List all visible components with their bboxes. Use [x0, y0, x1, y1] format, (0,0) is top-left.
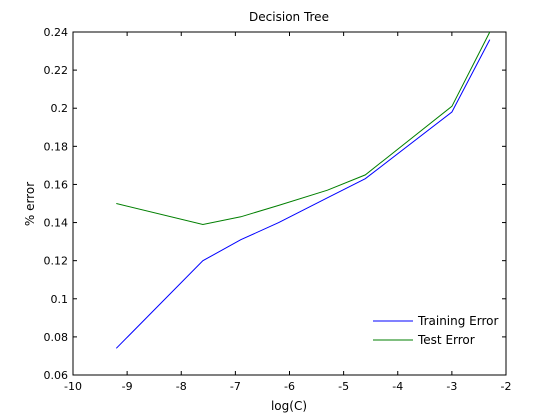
y-tick-label: 0.06 — [44, 369, 69, 382]
x-tick-label: -9 — [122, 380, 133, 393]
y-tick-label: 0.2 — [51, 102, 69, 115]
y-tick-label: 0.14 — [44, 217, 69, 230]
x-tick-label: -5 — [338, 380, 349, 393]
x-tick-label: -4 — [392, 380, 403, 393]
x-tick-label: -6 — [284, 380, 295, 393]
x-axis-label: log(C) — [271, 399, 307, 413]
plot-series — [115, 31, 491, 349]
chart-title: Decision Tree — [249, 10, 329, 24]
x-tick-label: -7 — [230, 380, 241, 393]
y-axis-label: % error — [23, 182, 37, 226]
y-tick-label: 0.08 — [44, 331, 69, 344]
y-tick-label: 0.24 — [44, 26, 69, 39]
legend-label: Training Error — [417, 314, 498, 328]
x-tick-label: -2 — [501, 380, 512, 393]
axes — [72, 31, 507, 376]
y-tick-label: 0.18 — [44, 140, 69, 153]
series-line-training-error — [115, 39, 491, 349]
series-line-test-error — [116, 31, 491, 226]
y-tick-label: 0.22 — [44, 64, 69, 77]
y-tick-label: 0.16 — [44, 178, 69, 191]
plot-frame — [72, 31, 507, 376]
legend-label: Test Error — [417, 333, 475, 347]
legend: Training Error Test Error — [373, 314, 498, 347]
x-tick-label: -8 — [176, 380, 187, 393]
y-tick-label: 0.12 — [44, 255, 69, 268]
x-tick-label: -10 — [64, 380, 82, 393]
y-tick-label: 0.1 — [51, 293, 69, 306]
x-tick-label: -3 — [446, 380, 457, 393]
ticks: -10 -9 -8 -7 -6 -5 -4 -3 -2 0.06 0.08 0.1 0.12 0.14 0.… — [44, 26, 512, 393]
